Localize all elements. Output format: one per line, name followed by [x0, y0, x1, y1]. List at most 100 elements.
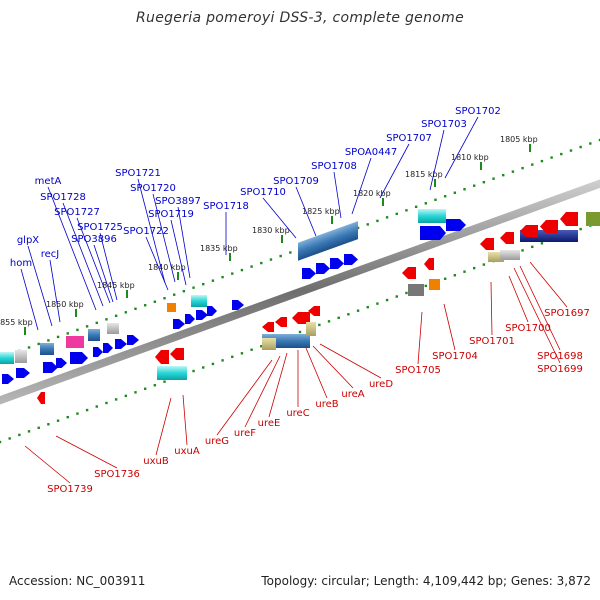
domain-block-gray[interactable]: [15, 350, 27, 363]
reverse-gene-arrow[interactable]: [170, 348, 184, 360]
reverse-gene-arrow[interactable]: [424, 258, 434, 270]
gene-label[interactable]: ureB: [315, 399, 338, 410]
gene-label[interactable]: SPO3897: [155, 196, 201, 207]
gene-label[interactable]: ureD: [369, 379, 393, 390]
gene-label[interactable]: glpX: [17, 235, 39, 246]
gene-label[interactable]: SPOA0447: [345, 147, 397, 158]
forward-gene-arrow[interactable]: [2, 374, 14, 384]
reverse-gene-arrow[interactable]: [500, 232, 514, 244]
forward-gene-arrow[interactable]: [70, 352, 88, 364]
domain-block-olive[interactable]: [586, 212, 600, 226]
forward-gene-arrow[interactable]: [43, 362, 58, 373]
domain-block-pink[interactable]: [66, 336, 84, 348]
forward-gene-arrow[interactable]: [232, 300, 244, 310]
forward-gene-arrow[interactable]: [196, 310, 208, 320]
gene-label[interactable]: ureG: [205, 436, 229, 447]
domain-block-cyan[interactable]: [191, 295, 207, 307]
forward-gene-arrow[interactable]: [115, 339, 127, 349]
forward-gene-arrow[interactable]: [185, 314, 195, 324]
reverse-feature-track: [157, 279, 440, 380]
domain-block-orange[interactable]: [429, 279, 440, 290]
domain-block-gray[interactable]: [107, 323, 119, 334]
scale-dot: [114, 398, 118, 401]
gene-label[interactable]: SPO1718: [203, 201, 249, 212]
domain-block-blue[interactable]: [88, 329, 100, 341]
gene-label[interactable]: ureA: [341, 389, 364, 400]
reverse-gene-arrow[interactable]: [540, 220, 558, 233]
gene-label[interactable]: SPO1725: [77, 222, 123, 233]
forward-gene-arrow[interactable]: [330, 258, 344, 269]
reverse-gene-arrow[interactable]: [275, 317, 287, 327]
reverse-gene-arrow[interactable]: [292, 312, 310, 324]
forward-gene-arrow[interactable]: [16, 368, 30, 378]
forward-gene-arrow[interactable]: [420, 226, 446, 240]
gene-label[interactable]: SPO1721: [115, 168, 161, 179]
domain-block-blue[interactable]: [298, 221, 358, 261]
domain-block-cyan[interactable]: [0, 352, 14, 364]
leader-line: [519, 265, 561, 351]
forward-gene-arrow[interactable]: [127, 335, 139, 345]
forward-gene-arrow[interactable]: [344, 254, 358, 265]
domain-block-gray[interactable]: [500, 250, 520, 260]
gene-label[interactable]: SPO1707: [386, 133, 432, 144]
gene-label[interactable]: SPO1700: [505, 323, 551, 334]
forward-gene-arrow[interactable]: [93, 347, 103, 357]
domain-block-cyan[interactable]: [418, 209, 446, 223]
gene-label[interactable]: ureC: [286, 408, 309, 419]
gene-label[interactable]: SPO1704: [432, 351, 478, 362]
forward-gene-arrow[interactable]: [103, 343, 113, 353]
domain-block-tan[interactable]: [306, 322, 316, 336]
gene-label[interactable]: SPO1727: [54, 207, 100, 218]
gene-label[interactable]: SPO1719: [148, 209, 194, 220]
gene-label[interactable]: SPO1728: [40, 192, 86, 203]
domain-block-tan[interactable]: [488, 252, 504, 262]
domain-block-gray[interactable]: [408, 284, 424, 296]
forward-gene-labels: SPO1702 SPO1703 SPO1707 SPOA0447 SPO1708 SPO1…: [10, 106, 501, 331]
forward-gene-arrow[interactable]: [446, 219, 466, 231]
gene-label[interactable]: SPO1710: [240, 187, 286, 198]
domain-block-cyan[interactable]: [157, 366, 187, 380]
gene-label[interactable]: SPO1720: [130, 183, 176, 194]
gene-label[interactable]: ureF: [234, 428, 256, 439]
gene-label[interactable]: uxuA: [174, 446, 200, 457]
reverse-gene-arrow[interactable]: [308, 306, 320, 316]
gene-label[interactable]: SPO1698: [537, 351, 583, 362]
gene-label[interactable]: SPO1705: [395, 365, 441, 376]
gene-label[interactable]: SPO1739: [47, 484, 93, 495]
forward-gene-arrow[interactable]: [56, 358, 67, 368]
scale-dot: [347, 313, 350, 316]
gene-label[interactable]: recJ: [41, 249, 60, 260]
domain-block-orange[interactable]: [167, 303, 176, 312]
gene-label[interactable]: SPO1703: [421, 119, 467, 130]
reverse-gene-arrow[interactable]: [520, 225, 538, 237]
domain-block-blue[interactable]: [40, 343, 54, 355]
reverse-gene-arrow[interactable]: [560, 212, 578, 226]
reverse-gene-arrow[interactable]: [402, 267, 416, 279]
reverse-gene-arrow[interactable]: [480, 238, 494, 250]
gene-label[interactable]: ureE: [258, 418, 281, 429]
forward-gene-arrow[interactable]: [302, 268, 316, 279]
gene-label[interactable]: SPO1702: [455, 106, 501, 117]
gene-label[interactable]: SPO1697: [544, 308, 590, 319]
gene-label[interactable]: SPO1708: [311, 161, 357, 172]
reverse-gene-arrow[interactable]: [37, 392, 45, 404]
forward-gene-arrow[interactable]: [173, 319, 185, 329]
gene-label[interactable]: SPO3896: [71, 234, 117, 245]
reverse-gene-arrow[interactable]: [155, 350, 169, 364]
scale-dot: [56, 335, 60, 339]
gene-label[interactable]: hom: [10, 258, 32, 269]
scale-dot: [192, 369, 195, 373]
gene-label[interactable]: SPO1709: [273, 176, 319, 187]
scale-dot: [424, 202, 428, 205]
reverse-gene-arrow[interactable]: [262, 322, 274, 332]
forward-gene-arrow[interactable]: [207, 306, 217, 316]
gene-label[interactable]: SPO1701: [469, 336, 515, 347]
gene-label[interactable]: SPO1722: [123, 226, 169, 237]
gene-label[interactable]: metA: [35, 176, 62, 187]
gene-label[interactable]: SPO1699: [537, 364, 583, 375]
gene-label[interactable]: uxuB: [143, 456, 169, 467]
forward-gene-arrow[interactable]: [316, 263, 330, 274]
scale-dot: [434, 198, 437, 201]
gene-label[interactable]: SPO1736: [94, 469, 140, 480]
domain-block-tan[interactable]: [262, 338, 276, 350]
